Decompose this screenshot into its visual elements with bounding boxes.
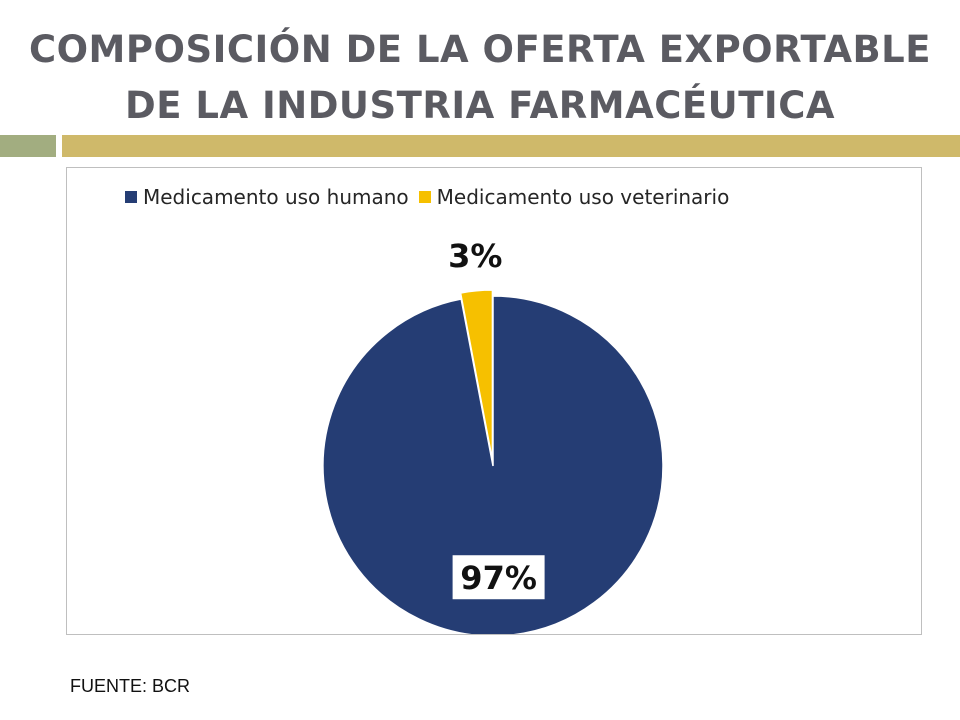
pie-slice-humano [322,295,664,634]
accent-band-left [0,135,56,157]
data-label-humano: 97% [460,559,537,597]
data-label-box-humano [452,555,545,600]
title-line-1: COMPOSICIÓN DE LA OFERTA EXPORTABLE [28,28,932,71]
legend-swatch-veterinario [418,191,431,203]
chart-area: Medicamento uso humano Medicamento uso v… [66,167,922,635]
source-note: FUENTE: BCR [70,676,191,696]
data-label-veterinario: 3% [448,237,502,275]
legend-label-veterinario: Medicamento uso veterinario [436,185,730,209]
legend-item-veterinario: Medicamento uso veterinario [418,185,730,209]
title-line-2: DE LA INDUSTRIA FARMACÉUTICA [125,84,835,127]
accent-band-right [62,135,960,157]
legend-item-humano: Medicamento uso humano [125,185,409,209]
pie-chart: 97% 3% [322,237,664,634]
slide-title: COMPOSICIÓN DE LA OFERTA EXPORTABLE DE L… [20,22,940,134]
legend-label-humano: Medicamento uso humano [143,185,409,209]
chart-legend: Medicamento uso humano Medicamento uso v… [125,182,739,212]
legend-swatch-humano [125,191,137,203]
